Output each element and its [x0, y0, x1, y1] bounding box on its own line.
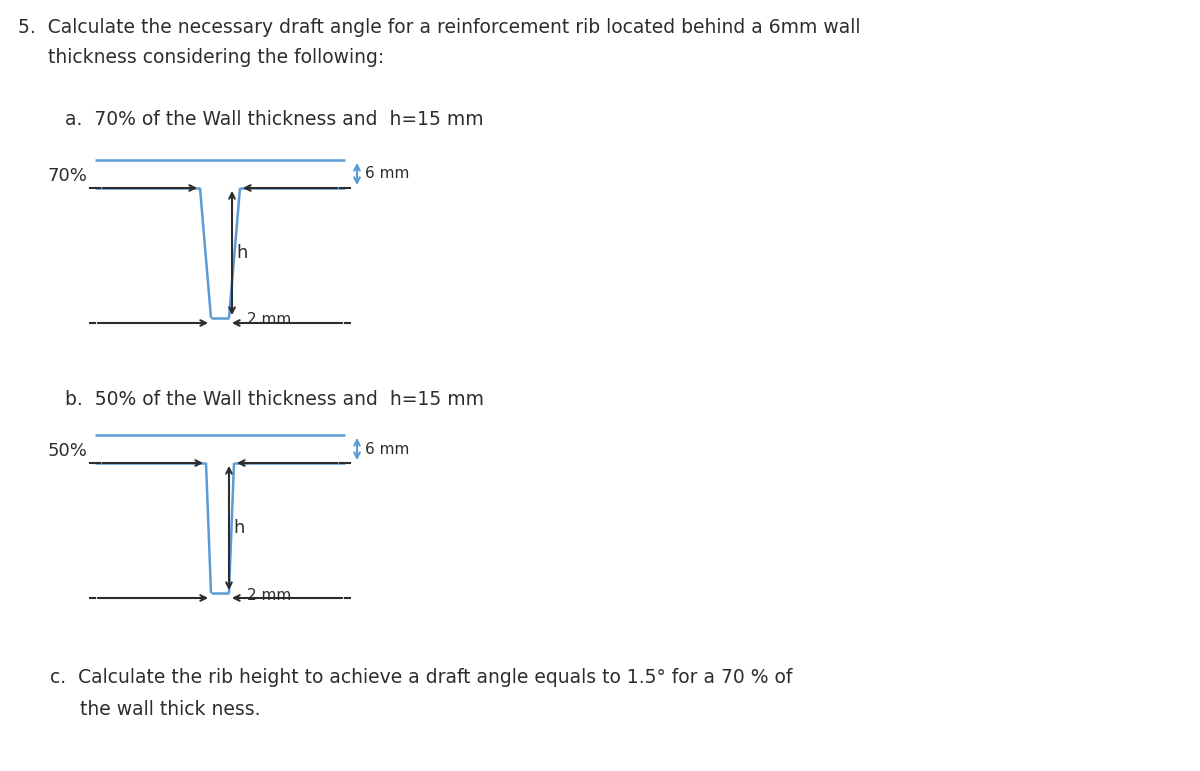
- Text: a.  70% of the Wall thickness and  h=15 mm: a. 70% of the Wall thickness and h=15 mm: [65, 110, 484, 129]
- Text: 6 mm: 6 mm: [365, 167, 409, 181]
- Text: h: h: [233, 519, 245, 537]
- Text: b.  50% of the Wall thickness and  h=15 mm: b. 50% of the Wall thickness and h=15 mm: [65, 390, 484, 409]
- Text: 50%: 50%: [47, 442, 88, 460]
- Text: c.  Calculate the rib height to achieve a draft angle equals to 1.5° for a 70 % : c. Calculate the rib height to achieve a…: [50, 668, 792, 687]
- Text: 6 mm: 6 mm: [365, 442, 409, 456]
- Text: 2 mm: 2 mm: [247, 312, 292, 328]
- Text: 2 mm: 2 mm: [247, 588, 292, 602]
- Text: the wall thick ness.: the wall thick ness.: [50, 700, 260, 719]
- Text: 70%: 70%: [47, 167, 88, 185]
- Text: thickness considering the following:: thickness considering the following:: [18, 48, 384, 67]
- Text: 5.  Calculate the necessary draft angle for a reinforcement rib located behind a: 5. Calculate the necessary draft angle f…: [18, 18, 860, 37]
- Text: h: h: [236, 244, 247, 262]
